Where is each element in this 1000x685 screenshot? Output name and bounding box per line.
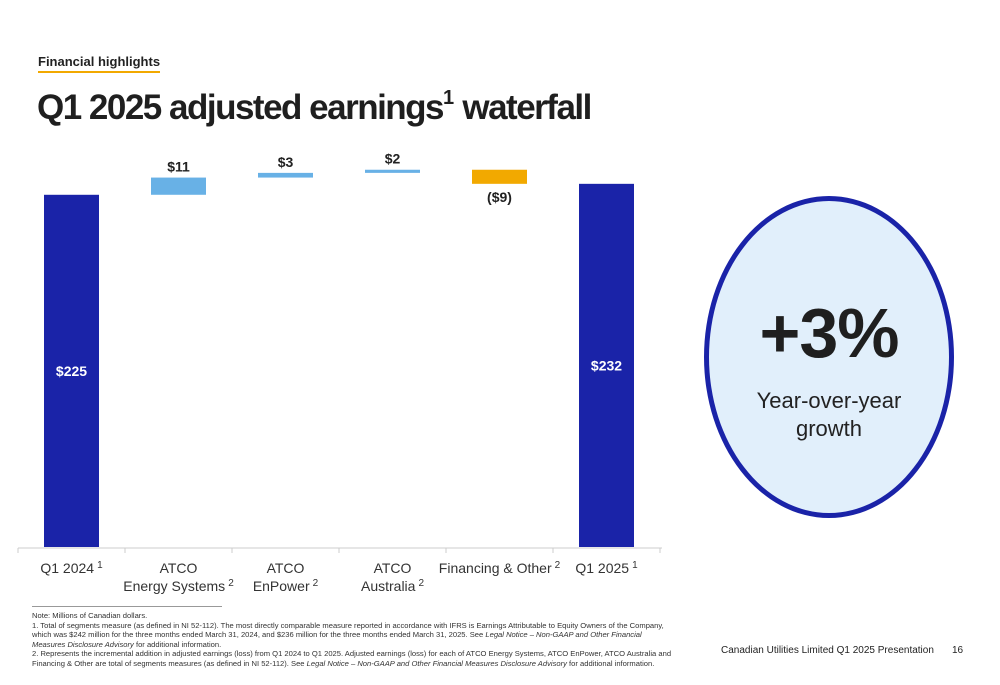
data-label-3: $2	[385, 151, 401, 167]
bar-3	[365, 169, 420, 173]
bar-4	[472, 169, 527, 184]
data-label-1: $11	[167, 159, 190, 175]
data-label-0: $225	[56, 363, 87, 379]
growth-value: +3%	[759, 294, 899, 372]
bar-5	[579, 183, 634, 548]
notes-divider	[32, 606, 222, 607]
waterfall-chart: $225 Q1 2024 1 $11 ATCO Energy Systems 2 $3 ATCO…	[17, 151, 662, 594]
page-title: Q1 2025 adjusted earnings1 waterfall	[37, 87, 592, 128]
section-label: Financial highlights	[38, 54, 161, 73]
category-label-0: Q1 2024 1	[40, 560, 103, 576]
unit-note: Note: Millions of Canadian dollars.	[32, 611, 148, 620]
category-label-2-line2: EnPower 2	[253, 578, 319, 594]
footnote-1-link: Legal Notice – Non-GAAP and Other Financ…	[32, 630, 642, 649]
title-main: Q1 2025 adjusted earnings	[37, 88, 445, 127]
footnote-2: 2. Represents the incremental addition i…	[32, 649, 672, 668]
growth-callout: +3% Year-over-year growth	[704, 196, 954, 518]
bar-2	[258, 172, 313, 178]
footer-presentation: Canadian Utilities Limited Q1 2025 Prese…	[721, 645, 934, 656]
data-label-4: ($9)	[487, 189, 512, 205]
category-label-2: ATCO	[267, 560, 305, 576]
data-label-2: $3	[278, 154, 294, 170]
footnotes: Note: Millions of Canadian dollars. 1. T…	[32, 611, 672, 669]
category-label-1: ATCO	[160, 560, 198, 576]
category-label-1-line2: Energy Systems 2	[123, 578, 234, 594]
footnote-1: 1. Total of segments measure (as defined…	[32, 620, 664, 649]
category-label-5: Q1 2025 1	[575, 560, 638, 576]
bar-1	[151, 177, 206, 195]
page-number: 16	[952, 645, 964, 656]
growth-caption: Year-over-year growth	[756, 388, 902, 441]
category-label-3: ATCO	[374, 560, 412, 576]
data-label-5: $232	[591, 357, 622, 373]
title-footnote-ref: 1	[443, 87, 455, 110]
title-rest: waterfall	[454, 88, 592, 127]
category-label-3-line2: Australia 2	[361, 578, 424, 594]
bar-0	[44, 194, 99, 547]
category-label-4: Financing & Other 2	[439, 560, 561, 576]
footnote-2-link: Legal Notice – Non-GAAP and Other Financ…	[306, 658, 567, 668]
